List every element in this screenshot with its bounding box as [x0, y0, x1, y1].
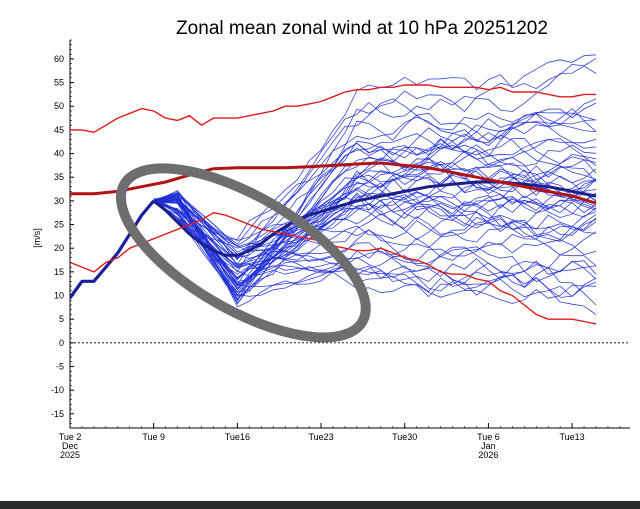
- highlight-ellipse: [115, 163, 371, 343]
- x-tick-label: Dec: [62, 441, 79, 451]
- climatology-min-line: [70, 212, 597, 325]
- y-tick-label: 0: [59, 338, 64, 348]
- y-tick-label: 50: [54, 101, 64, 111]
- ensemble-member-line: [153, 169, 597, 297]
- ensemble-member-line: [153, 198, 597, 268]
- y-tick-label: 55: [54, 78, 64, 88]
- plot-lines: [70, 54, 630, 344]
- ensemble-member-line: [153, 124, 597, 296]
- y-tick-label: 30: [54, 196, 64, 206]
- ensemble-member-line: [153, 54, 597, 291]
- y-tick-label: 60: [54, 54, 64, 64]
- ensemble-member-line: [153, 193, 597, 258]
- x-tick-label: Jan: [481, 441, 496, 451]
- ensemble-member-line: [153, 194, 597, 315]
- ensemble-member-line: [153, 120, 597, 287]
- bottom-bar: [0, 501, 640, 509]
- y-tick-label: 10: [54, 291, 64, 301]
- ensemble-member-line: [153, 200, 597, 282]
- y-tick-label: -15: [51, 409, 64, 419]
- ensemble-member-line: [153, 198, 597, 293]
- climatology-max-line: [70, 84, 596, 133]
- ensemble-member-line: [153, 202, 597, 275]
- y-tick-label: 20: [54, 243, 64, 253]
- climatology-mean-line: [70, 161, 597, 205]
- ensemble-member-line: [153, 149, 597, 259]
- ensemble-member-line: [153, 172, 597, 267]
- x-tick-label: Tue30: [392, 432, 417, 442]
- x-tick-label: Tue 2: [59, 432, 82, 442]
- ensemble-member-line: [153, 161, 597, 286]
- ensemble-member-line: [153, 199, 597, 304]
- x-tick-label: 2026: [478, 450, 498, 460]
- x-tick-label: Tue16: [225, 432, 250, 442]
- ensemble-member-line: [153, 157, 597, 300]
- y-tick-label: -10: [51, 385, 64, 395]
- x-tick-label: 2025: [60, 450, 80, 460]
- y-tick-label: 5: [59, 314, 64, 324]
- y-tick-label: 15: [54, 267, 64, 277]
- x-tick-label: Tue 9: [142, 432, 165, 442]
- y-tick-label: 40: [54, 149, 64, 159]
- ensemble-member-line: [153, 198, 597, 248]
- ensemble-member-line: [153, 108, 597, 247]
- ensemble-member-line: [153, 57, 597, 240]
- chart-title: Zonal mean zonal wind at 10 hPa 20251202: [176, 18, 548, 39]
- ensemble-member-line: [153, 202, 597, 282]
- ensemble-member-line: [153, 65, 597, 273]
- y-tick-label: 45: [54, 125, 64, 135]
- y-tick-label: 35: [54, 172, 64, 182]
- x-tick-label: Tue 6: [477, 432, 500, 442]
- x-tick-label: Tue23: [308, 432, 333, 442]
- y-tick-label: 25: [54, 220, 64, 230]
- y-tick-label: -5: [56, 361, 64, 371]
- ensemble-member-line: [153, 112, 597, 245]
- x-tick-label: Tue13: [559, 432, 584, 442]
- y-axis-label: [m/s]: [32, 228, 42, 248]
